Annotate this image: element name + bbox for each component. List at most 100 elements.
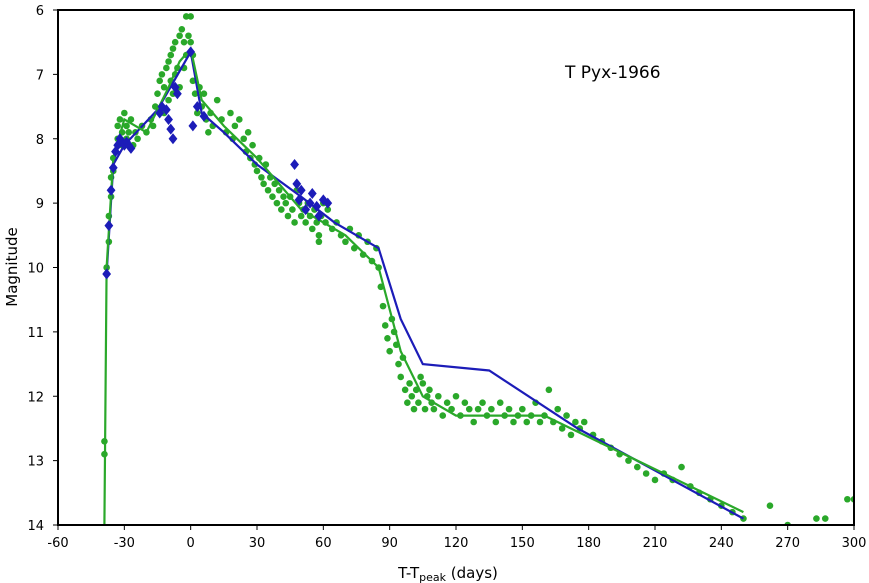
green-data-point bbox=[545, 386, 553, 394]
green-data-point bbox=[406, 380, 413, 387]
x-axis-title-tail: (days) bbox=[446, 564, 498, 582]
green-data-point bbox=[249, 141, 256, 149]
green-data-point bbox=[278, 206, 285, 213]
green-data-point bbox=[379, 302, 387, 310]
green-data-point bbox=[302, 219, 309, 226]
y-tick-label: 7 bbox=[36, 68, 44, 83]
green-data-point bbox=[284, 212, 292, 220]
green-data-point bbox=[275, 186, 283, 194]
blue-data-point bbox=[290, 159, 299, 170]
green-data-point bbox=[488, 405, 495, 413]
green-data-point bbox=[572, 418, 579, 426]
green-data-point bbox=[505, 405, 513, 413]
green-data-point bbox=[160, 83, 168, 91]
y-tick-label: 13 bbox=[27, 455, 44, 470]
green-data-point bbox=[678, 463, 685, 471]
green-data-point bbox=[443, 399, 451, 406]
x-tick-label: -60 bbox=[47, 536, 68, 551]
y-axis-title: Magnitude bbox=[3, 227, 21, 306]
green-data-point bbox=[426, 386, 433, 394]
x-tick-label: 120 bbox=[444, 536, 469, 551]
green-data-point bbox=[163, 64, 170, 72]
green-data-point bbox=[167, 51, 175, 59]
x-tick-label: 30 bbox=[249, 536, 266, 551]
blue-data-point bbox=[108, 162, 118, 174]
green-data-point bbox=[185, 32, 192, 40]
green-data-point bbox=[813, 515, 820, 522]
x-tick-label: 0 bbox=[187, 536, 195, 551]
green-data-point bbox=[554, 405, 562, 413]
blue-data-point bbox=[119, 139, 129, 151]
green-data-point bbox=[397, 373, 405, 381]
green-data-point bbox=[156, 77, 164, 85]
green-data-point bbox=[342, 238, 349, 246]
blue-data-point bbox=[301, 204, 311, 216]
green-data-point bbox=[134, 135, 141, 143]
green-data-point bbox=[479, 399, 486, 406]
blue-data-point bbox=[104, 220, 114, 232]
green-data-point bbox=[474, 405, 482, 413]
x-tick-label: 180 bbox=[576, 536, 601, 551]
green-data-point bbox=[297, 212, 305, 220]
green-data-point bbox=[452, 392, 460, 400]
x-axis-title-sub: peak bbox=[419, 571, 446, 583]
green-data-point bbox=[176, 32, 183, 40]
green-data-point bbox=[421, 405, 429, 413]
green-data-point bbox=[154, 90, 161, 97]
blue-data-point bbox=[113, 139, 123, 151]
blue-data-point bbox=[305, 197, 315, 209]
green-line bbox=[103, 46, 744, 525]
green-data-point bbox=[558, 425, 566, 432]
green-data-point bbox=[435, 392, 442, 400]
blue-data-point bbox=[199, 110, 209, 122]
x-tick-label: 270 bbox=[775, 536, 800, 551]
green-data-point bbox=[121, 109, 128, 117]
green-data-point bbox=[492, 418, 500, 426]
green-data-point bbox=[563, 412, 570, 419]
x-axis-title: T-Tpeak (days) bbox=[397, 564, 498, 583]
x-tick-label: -30 bbox=[114, 536, 135, 551]
x-tick-label: 150 bbox=[510, 536, 535, 551]
y-tick-label: 10 bbox=[27, 262, 44, 277]
green-data-point bbox=[510, 418, 517, 426]
green-data-point bbox=[273, 199, 281, 207]
x-tick-label: 210 bbox=[643, 536, 668, 551]
y-tick-label: 14 bbox=[27, 519, 44, 534]
green-data-point bbox=[269, 193, 276, 200]
green-data-point bbox=[386, 347, 393, 355]
axis-ticks: -60 -30 0 30 60 90 120 150 180 210 240 270 300 6 7 8 9 10… bbox=[27, 4, 866, 551]
blue-data-point bbox=[161, 104, 171, 116]
y-tick-label: 8 bbox=[36, 133, 44, 148]
green-data-point bbox=[171, 38, 179, 46]
green-data-point bbox=[448, 405, 455, 413]
blue-data-point bbox=[168, 133, 178, 145]
green-data-point bbox=[625, 457, 632, 464]
blue-data-point bbox=[122, 136, 131, 148]
green-data-point bbox=[315, 232, 323, 239]
green-data-point bbox=[227, 109, 234, 117]
green-data-point bbox=[465, 405, 473, 413]
green-data-point bbox=[395, 360, 402, 368]
green-data-point bbox=[384, 335, 391, 342]
green-data-point bbox=[430, 405, 438, 413]
green-data-point bbox=[236, 116, 243, 123]
blue-data-point bbox=[173, 88, 182, 100]
green-data-point bbox=[205, 129, 212, 136]
green-data-point bbox=[125, 129, 133, 136]
x-tick-label: 240 bbox=[709, 536, 734, 551]
green-data-point bbox=[439, 412, 447, 419]
green-data-point bbox=[280, 193, 287, 200]
blue-data-point bbox=[192, 101, 202, 113]
blue-data-point bbox=[164, 113, 173, 125]
y-tick-label: 12 bbox=[27, 390, 44, 405]
green-data-point bbox=[417, 373, 424, 381]
green-data-point bbox=[308, 225, 316, 233]
green-data-point bbox=[165, 58, 172, 65]
x-tick-label: 300 bbox=[842, 536, 867, 551]
y-tick-label: 11 bbox=[27, 326, 44, 341]
green-data-point bbox=[291, 219, 298, 226]
y-tick-label: 6 bbox=[36, 4, 44, 19]
blue-data-point bbox=[294, 194, 304, 206]
green-data-point bbox=[231, 122, 239, 130]
blue-data-point bbox=[106, 184, 116, 196]
